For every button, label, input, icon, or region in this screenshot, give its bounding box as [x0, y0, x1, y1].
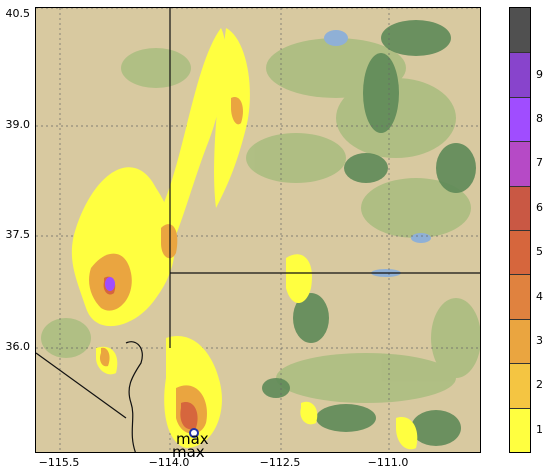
max-marker: [189, 428, 199, 438]
colorbar-cell: [510, 52, 530, 97]
colorbar-separator: [510, 96, 530, 98]
colorbar-separator: [510, 318, 530, 320]
y-tick-label: 37.5: [5, 228, 31, 241]
y-tick-label: 40.5: [5, 7, 31, 20]
x-tick-label: −111.0: [367, 456, 409, 469]
colorbar-cell: [510, 96, 530, 142]
colorbar-tick-label: 2: [536, 378, 543, 392]
colorbar-tick-label: 9: [536, 67, 543, 81]
colorbar-separator: [510, 274, 530, 276]
y-tick-label: 39.0: [5, 118, 31, 131]
colorbar-tick-label: 3: [536, 334, 543, 347]
colorbar-separator: [510, 185, 530, 187]
colorbar-separator: [510, 363, 530, 365]
colorbar-separator: [510, 52, 530, 54]
colorbar-tick-label: 5: [536, 245, 543, 259]
x-tick-label: −114.0: [148, 456, 190, 469]
x-tick-label: −112.5: [259, 456, 301, 469]
colorbar-cell: [510, 230, 530, 275]
max-label: max: [176, 430, 209, 448]
terrain-map: [36, 8, 480, 452]
colorbar-cell: [510, 141, 530, 186]
max-label: max: [172, 443, 205, 461]
colorbar-separator: [510, 407, 530, 409]
colorbar-cell: [510, 185, 530, 230]
colorbar-separator: [510, 230, 530, 231]
colorbar-cell: [510, 407, 530, 452]
map-plot-area: [35, 7, 481, 453]
colorbar-cell: [510, 363, 530, 408]
precip-level-8: [105, 277, 115, 291]
y-tick-label: 36.0: [5, 340, 31, 353]
colorbar-cell: [510, 274, 530, 319]
borders-layer: [36, 8, 480, 452]
colorbar-tick-label: 6: [536, 200, 543, 214]
colorbar-tick-label: 1: [536, 422, 543, 436]
colorbar-cell: [510, 8, 530, 53]
colorbar-separator: [510, 141, 530, 143]
colorbar-tick-label: 8: [536, 112, 543, 125]
colorbar: [509, 7, 531, 453]
x-tick-label: −115.5: [38, 456, 80, 469]
water-layer: [324, 30, 431, 277]
colorbar-cell: [510, 318, 530, 364]
colorbar-tick-label: 4: [536, 289, 543, 303]
colorbar-tick-label: 7: [536, 156, 543, 170]
forest-layer: [262, 20, 476, 446]
